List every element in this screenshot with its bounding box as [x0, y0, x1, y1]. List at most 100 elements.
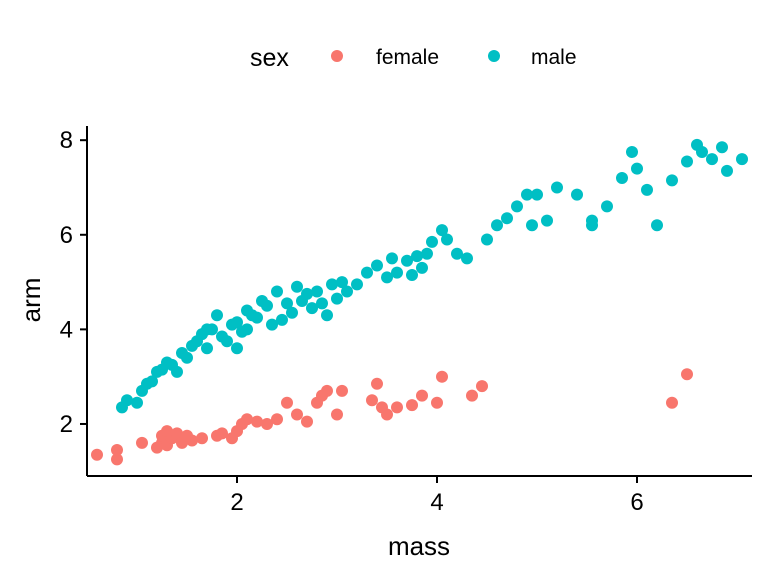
- point-male-60: [461, 252, 473, 265]
- point-male-31: [276, 313, 288, 326]
- point-male-49: [386, 252, 398, 265]
- y-tick-label-2: 2: [60, 411, 73, 438]
- legend-label-male: male: [531, 46, 577, 69]
- point-female-29: [321, 384, 333, 397]
- point-male-80: [721, 164, 733, 177]
- point-male-57: [436, 224, 448, 237]
- point-male-65: [521, 188, 533, 201]
- point-male-87: [241, 323, 253, 336]
- point-male-32: [281, 297, 293, 310]
- point-female-1: [111, 453, 123, 466]
- point-female-23: [271, 413, 283, 426]
- point-female-14: [196, 432, 208, 445]
- legend-key-female: [331, 50, 343, 62]
- point-male-20: [221, 335, 233, 348]
- point-female-32: [366, 394, 378, 407]
- point-female-40: [436, 370, 448, 383]
- point-male-86: [526, 219, 538, 232]
- point-male-81: [736, 153, 748, 166]
- point-male-79: [706, 153, 718, 166]
- point-male-61: [481, 233, 493, 246]
- point-male-37: [306, 302, 318, 315]
- axes-layer: [86, 126, 752, 477]
- point-male-68: [551, 181, 563, 194]
- point-male-54: [416, 261, 428, 274]
- ticks-layer: 2 4 6 2 4 6 8: [60, 127, 644, 516]
- y-tick-label-4: 4: [60, 316, 73, 343]
- point-male-64: [511, 200, 523, 213]
- point-female-10: [171, 427, 183, 440]
- point-female-30: [331, 408, 343, 421]
- point-male-66: [531, 188, 543, 201]
- point-female-42: [476, 380, 488, 393]
- x-tick-label-4: 4: [430, 489, 443, 516]
- point-male-63: [501, 212, 513, 225]
- point-male-56: [426, 235, 438, 248]
- y-tick-label-8: 8: [60, 127, 73, 154]
- y-tick-label-6: 6: [60, 222, 73, 249]
- point-male-52: [406, 269, 418, 281]
- point-male-85: [586, 219, 598, 232]
- point-female-3: [136, 436, 148, 449]
- legend-label-female: female: [376, 46, 439, 69]
- point-male-48: [381, 271, 393, 284]
- point-female-0: [91, 448, 103, 461]
- point-male-29: [266, 318, 278, 331]
- point-male-88: [231, 342, 243, 355]
- point-female-18: [226, 432, 238, 445]
- point-female-2: [111, 444, 123, 456]
- legend-title: sex: [250, 44, 289, 72]
- point-male-77: [681, 155, 693, 168]
- point-male-76: [666, 174, 678, 187]
- point-male-58: [441, 233, 453, 246]
- point-female-41: [466, 389, 478, 402]
- point-male-73: [631, 162, 643, 175]
- point-male-89: [201, 323, 213, 336]
- point-male-40: [321, 309, 333, 322]
- legend: sex female male: [250, 44, 577, 72]
- point-male-46: [361, 266, 373, 279]
- point-female-37: [406, 399, 418, 412]
- point-male-36: [301, 287, 313, 300]
- x-axis-title: mass: [388, 531, 450, 561]
- point-male-12: [181, 351, 193, 364]
- x-tick-label-6: 6: [630, 489, 643, 516]
- point-male-75: [651, 219, 663, 232]
- point-male-67: [541, 214, 553, 227]
- y-axis-title: arm: [16, 278, 46, 323]
- points-layer: [91, 138, 748, 466]
- point-male-26: [251, 311, 263, 324]
- point-male-34: [291, 280, 303, 293]
- point-male-10: [171, 365, 183, 378]
- point-male-84: [626, 146, 638, 158]
- point-male-30: [271, 285, 283, 298]
- point-female-21: [251, 415, 263, 428]
- point-male-59: [451, 247, 463, 260]
- point-male-33: [286, 306, 298, 319]
- point-male-45: [351, 278, 363, 291]
- point-male-53: [411, 250, 423, 263]
- legend-key-male: [488, 50, 500, 62]
- point-female-31: [336, 384, 348, 397]
- point-female-20: [241, 413, 253, 426]
- x-tick-label-2: 2: [230, 489, 243, 516]
- point-male-44: [341, 285, 353, 298]
- point-male-51: [401, 254, 413, 267]
- point-female-38: [416, 389, 428, 402]
- point-female-25: [291, 408, 303, 421]
- point-male-43: [336, 276, 348, 289]
- point-male-72: [616, 172, 628, 184]
- point-male-62: [491, 219, 503, 232]
- point-male-2: [131, 396, 143, 409]
- point-male-41: [326, 278, 338, 291]
- point-female-39: [431, 396, 443, 409]
- point-female-13: [186, 434, 198, 447]
- point-male-42: [331, 292, 343, 305]
- point-male-5: [146, 375, 158, 388]
- point-male-16: [201, 342, 213, 355]
- point-male-74: [641, 183, 653, 196]
- point-female-35: [381, 408, 393, 421]
- point-male-50: [391, 266, 403, 279]
- point-female-33: [371, 377, 383, 390]
